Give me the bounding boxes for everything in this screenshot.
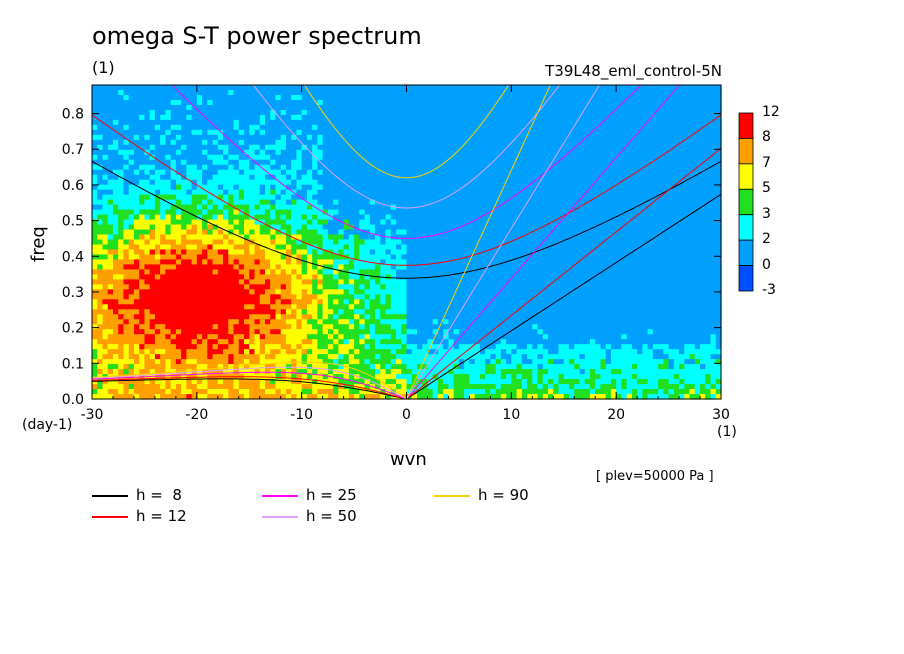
legend-swatch xyxy=(262,516,298,518)
curve-ig-h8 xyxy=(92,160,721,279)
colorbar-swatch xyxy=(738,214,754,241)
curve-ig-h12 xyxy=(92,114,721,266)
x-tick-label: 30 xyxy=(712,407,730,423)
curve-kelvin-h90 xyxy=(406,85,551,399)
colorbar-swatch xyxy=(738,163,754,190)
colorbar-swatch xyxy=(738,265,754,292)
colorbar-level-label: 3 xyxy=(762,205,771,222)
x-tick-label: -10 xyxy=(290,407,313,423)
y-tick-label: 0.4 xyxy=(62,249,84,265)
legend-swatch xyxy=(92,495,128,497)
colorbar-level-label: 0 xyxy=(762,256,771,273)
y-tick-label: 0.6 xyxy=(62,178,84,194)
colorbar-swatch xyxy=(738,239,754,266)
y-tick-label: 0.1 xyxy=(62,356,84,372)
colorbar-level-label: -3 xyxy=(762,282,776,298)
colorbar xyxy=(738,112,754,292)
chart-experiment-name: T39L48_eml_control-5N xyxy=(545,62,722,80)
colorbar-level-label: 12 xyxy=(762,104,780,120)
x-axis-label: wvn xyxy=(390,449,427,470)
curve-rossby-h25 xyxy=(92,371,407,399)
y-tick-label: 0.8 xyxy=(62,107,84,123)
curve-kelvin-h50 xyxy=(406,85,601,399)
colorbar-level-label: 7 xyxy=(762,154,771,171)
legend-swatch xyxy=(262,495,298,497)
chart-subtitle-units: (1) xyxy=(92,58,115,77)
colorbar-level-label: 8 xyxy=(762,129,771,146)
dispersion-curves xyxy=(92,85,721,399)
y-tick-label: 0.0 xyxy=(62,392,84,408)
legend-swatch xyxy=(92,516,128,518)
x-tick-label: -30 xyxy=(81,407,104,423)
y-axis-unit: (day-1) xyxy=(22,417,73,433)
curve-ig-h25 xyxy=(171,85,642,239)
legend-label: h = 90 xyxy=(478,486,529,504)
chart-title: omega S-T power spectrum xyxy=(92,22,422,50)
y-tick-label: 0.2 xyxy=(62,321,84,337)
colorbar-level-label: 2 xyxy=(762,231,771,248)
y-tick-label: 0.3 xyxy=(62,285,84,301)
legend-label: h = 50 xyxy=(306,507,357,525)
colorbar-swatch xyxy=(738,138,754,165)
legend-label: h = 12 xyxy=(136,507,187,525)
legend-label: h = 25 xyxy=(306,486,357,504)
x-tick-label: -20 xyxy=(185,407,208,423)
legend-swatch xyxy=(434,495,470,497)
legend-label: h = 8 xyxy=(136,486,182,504)
x-tick-label: 0 xyxy=(402,407,411,423)
curve-rossby-h8 xyxy=(92,378,407,399)
curve-kelvin-h25 xyxy=(406,85,681,399)
curve-kelvin-h12 xyxy=(406,147,721,399)
curve-ig-h50 xyxy=(252,85,561,209)
curve-rossby-h50 xyxy=(92,366,407,399)
curve-ig-h90 xyxy=(303,85,510,179)
colorbar-level-label: 5 xyxy=(762,180,771,197)
curve-rossby-h12 xyxy=(92,376,407,399)
curve-rossby-h90 xyxy=(92,361,407,399)
y-tick-label: 0.5 xyxy=(62,214,84,230)
x-tick-label: 10 xyxy=(502,407,520,423)
power-heatmap xyxy=(92,85,722,400)
y-tick-label: 0.7 xyxy=(62,142,84,158)
colorbar-swatch xyxy=(738,112,754,139)
curve-kelvin-h8 xyxy=(406,193,721,399)
x-axis-unit: (1) xyxy=(717,424,737,440)
pressure-level-note: [ plev=50000 Pa ] xyxy=(596,469,714,484)
x-tick-label: 20 xyxy=(607,407,625,423)
colorbar-swatch xyxy=(738,188,754,216)
axes: -30 -20 -10 0 10 20 30 0.0 0.1 0.2 0.3 0.4 0.5 0.6 0.7… xyxy=(62,85,730,423)
